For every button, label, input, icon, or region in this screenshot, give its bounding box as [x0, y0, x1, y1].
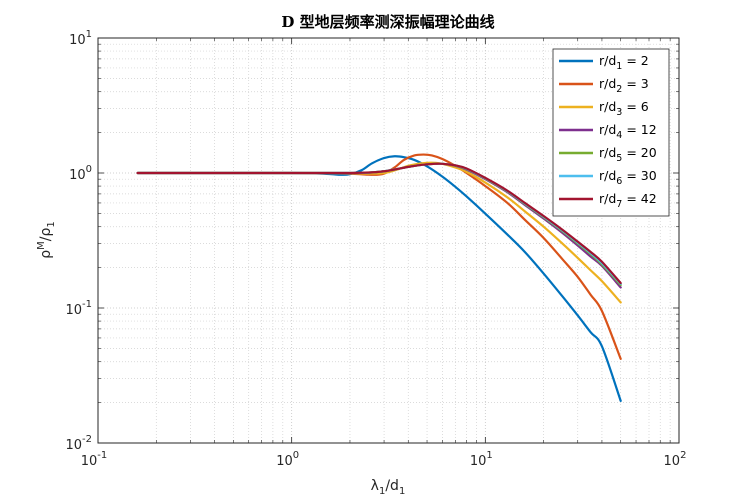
y-tick-label-exp: -1 — [82, 299, 92, 310]
legend-label: r/d1 = 2 — [599, 53, 649, 72]
x-tick-label-base: 10 — [276, 454, 293, 469]
legend: r/d1 = 2r/d2 = 3r/d3 = 6r/d4 = 12r/d5 = … — [552, 48, 670, 217]
legend-label-pre: r/d — [599, 76, 616, 91]
legend-label-pre: r/d — [599, 168, 616, 183]
plot-frame — [97, 37, 680, 444]
x-tick-label-exp: 1 — [486, 450, 492, 461]
legend-entry-3: r/d3 = 6 — [559, 99, 649, 118]
y-axis-label-sup: M — [36, 241, 47, 250]
legend-label-pre: r/d — [599, 122, 616, 137]
legend-entry-6: r/d6 = 30 — [559, 168, 657, 187]
x-axis-label-symbol: λ — [371, 478, 379, 494]
x-tick-label: 101 — [470, 450, 493, 469]
x-tick-label-base: 10 — [470, 454, 487, 469]
x-tick-label-base: 10 — [664, 454, 681, 469]
legend-label-sub: 7 — [616, 199, 622, 210]
series-lines — [136, 153, 622, 403]
legend-label-sub: 2 — [616, 84, 622, 95]
y-tick-label-base: 10 — [65, 438, 82, 453]
x-axis-label-sub1: 1 — [379, 486, 385, 497]
y-axis-label-mid: /ρ — [38, 228, 54, 242]
x-tick-label-base: 10 — [81, 454, 98, 469]
legend-label-pre: r/d — [599, 191, 616, 206]
legend-label-pre: r/d — [599, 145, 616, 160]
legend-label-post: = 6 — [622, 99, 648, 114]
legend-label-post: = 20 — [622, 145, 656, 160]
x-tick-label: 102 — [664, 450, 687, 469]
y-tick-label: 10-2 — [65, 434, 92, 453]
x-tick-label-exp: 2 — [680, 450, 686, 461]
series-line-7 — [136, 162, 622, 285]
legend-label-post: = 3 — [622, 76, 648, 91]
y-axis-label-symbol: ρ — [38, 250, 54, 259]
legend-label: r/d2 = 3 — [599, 76, 649, 95]
legend-label-post: = 42 — [622, 191, 656, 206]
x-tick-label-exp: 0 — [293, 450, 299, 461]
legend-label-post: = 30 — [622, 168, 656, 183]
legend-label: r/d4 = 12 — [599, 122, 657, 141]
legend-label-post: = 2 — [622, 53, 648, 68]
axis-ticks — [97, 37, 680, 444]
y-tick-label-base: 10 — [65, 303, 82, 318]
legend-entry-1: r/d1 = 2 — [559, 53, 649, 72]
x-axis-label: λ1/d1 — [371, 478, 406, 497]
legend-label-sub: 6 — [616, 176, 622, 187]
legend-label-pre: r/d — [599, 99, 616, 114]
legend-entry-2: r/d2 = 3 — [559, 76, 649, 95]
y-tick-label-exp: 1 — [86, 29, 92, 40]
legend-entry-7: r/d7 = 42 — [559, 191, 657, 210]
y-tick-label: 100 — [69, 164, 92, 183]
x-tick-label: 10-1 — [81, 450, 108, 469]
y-axis-label: ρM/ρ1 — [36, 221, 57, 259]
legend-label: r/d3 = 6 — [599, 99, 649, 118]
y-tick-label: 101 — [69, 29, 92, 48]
legend-label-pre: r/d — [599, 53, 616, 68]
legend-box — [552, 48, 670, 217]
legend-label-sub: 5 — [616, 153, 622, 164]
legend-label-post: = 12 — [622, 122, 656, 137]
y-tick-label-base: 10 — [69, 168, 86, 183]
legend-label: r/d5 = 20 — [599, 145, 657, 164]
legend-label-sub: 4 — [616, 130, 622, 141]
y-tick-label-exp: -2 — [82, 434, 92, 445]
y-tick-label: 10-1 — [65, 299, 92, 318]
legend-label-sub: 1 — [616, 61, 622, 72]
x-axis-label-sub2: 1 — [399, 486, 405, 497]
y-tick-label-exp: 0 — [86, 164, 92, 175]
x-tick-label-exp: -1 — [97, 450, 107, 461]
legend-label-sub: 3 — [616, 107, 622, 118]
x-tick-label: 100 — [276, 450, 299, 469]
legend-label: r/d6 = 30 — [599, 168, 657, 187]
legend-label: r/d7 = 42 — [599, 191, 657, 210]
legend-entry-4: r/d4 = 12 — [559, 122, 657, 141]
y-tick-label-base: 10 — [69, 33, 86, 48]
y-axis-label-sub: 1 — [46, 221, 57, 227]
chart-title: D 型地层频率测深振幅理论曲线 — [281, 13, 494, 31]
minor-gridlines — [98, 38, 679, 443]
legend-entry-5: r/d5 = 20 — [559, 145, 657, 164]
x-axis-label-mid: /d — [385, 478, 399, 494]
